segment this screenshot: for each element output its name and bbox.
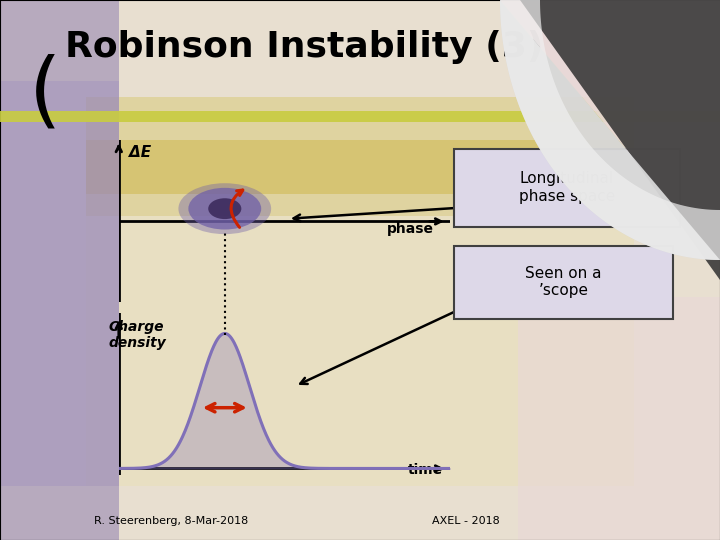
Text: R. Steerenberg, 8-Mar-2018: R. Steerenberg, 8-Mar-2018 — [94, 516, 248, 526]
Bar — [86, 97, 634, 486]
Text: Longitudinal
phase space: Longitudinal phase space — [519, 172, 615, 204]
Text: AXEL - 2018: AXEL - 2018 — [432, 516, 500, 526]
Text: Seen on a
’scope: Seen on a ’scope — [525, 266, 602, 298]
Ellipse shape — [189, 188, 261, 230]
Bar — [86, 140, 634, 194]
Bar — [0, 111, 720, 122]
Text: Charge
density: Charge density — [109, 320, 166, 350]
Polygon shape — [460, 0, 720, 280]
Bar — [518, 297, 720, 540]
Bar — [0, 0, 119, 540]
Polygon shape — [500, 0, 720, 260]
Bar — [86, 97, 634, 216]
Text: phase: phase — [387, 222, 433, 236]
Ellipse shape — [179, 183, 271, 234]
Text: ΔE: ΔE — [129, 145, 151, 160]
Text: time: time — [408, 463, 444, 477]
Polygon shape — [500, 0, 720, 260]
Polygon shape — [500, 0, 720, 260]
Text: Robinson Instability (3): Robinson Instability (3) — [65, 30, 543, 64]
Text: (: ( — [29, 54, 61, 135]
Bar — [0, 81, 119, 486]
Ellipse shape — [208, 198, 241, 219]
